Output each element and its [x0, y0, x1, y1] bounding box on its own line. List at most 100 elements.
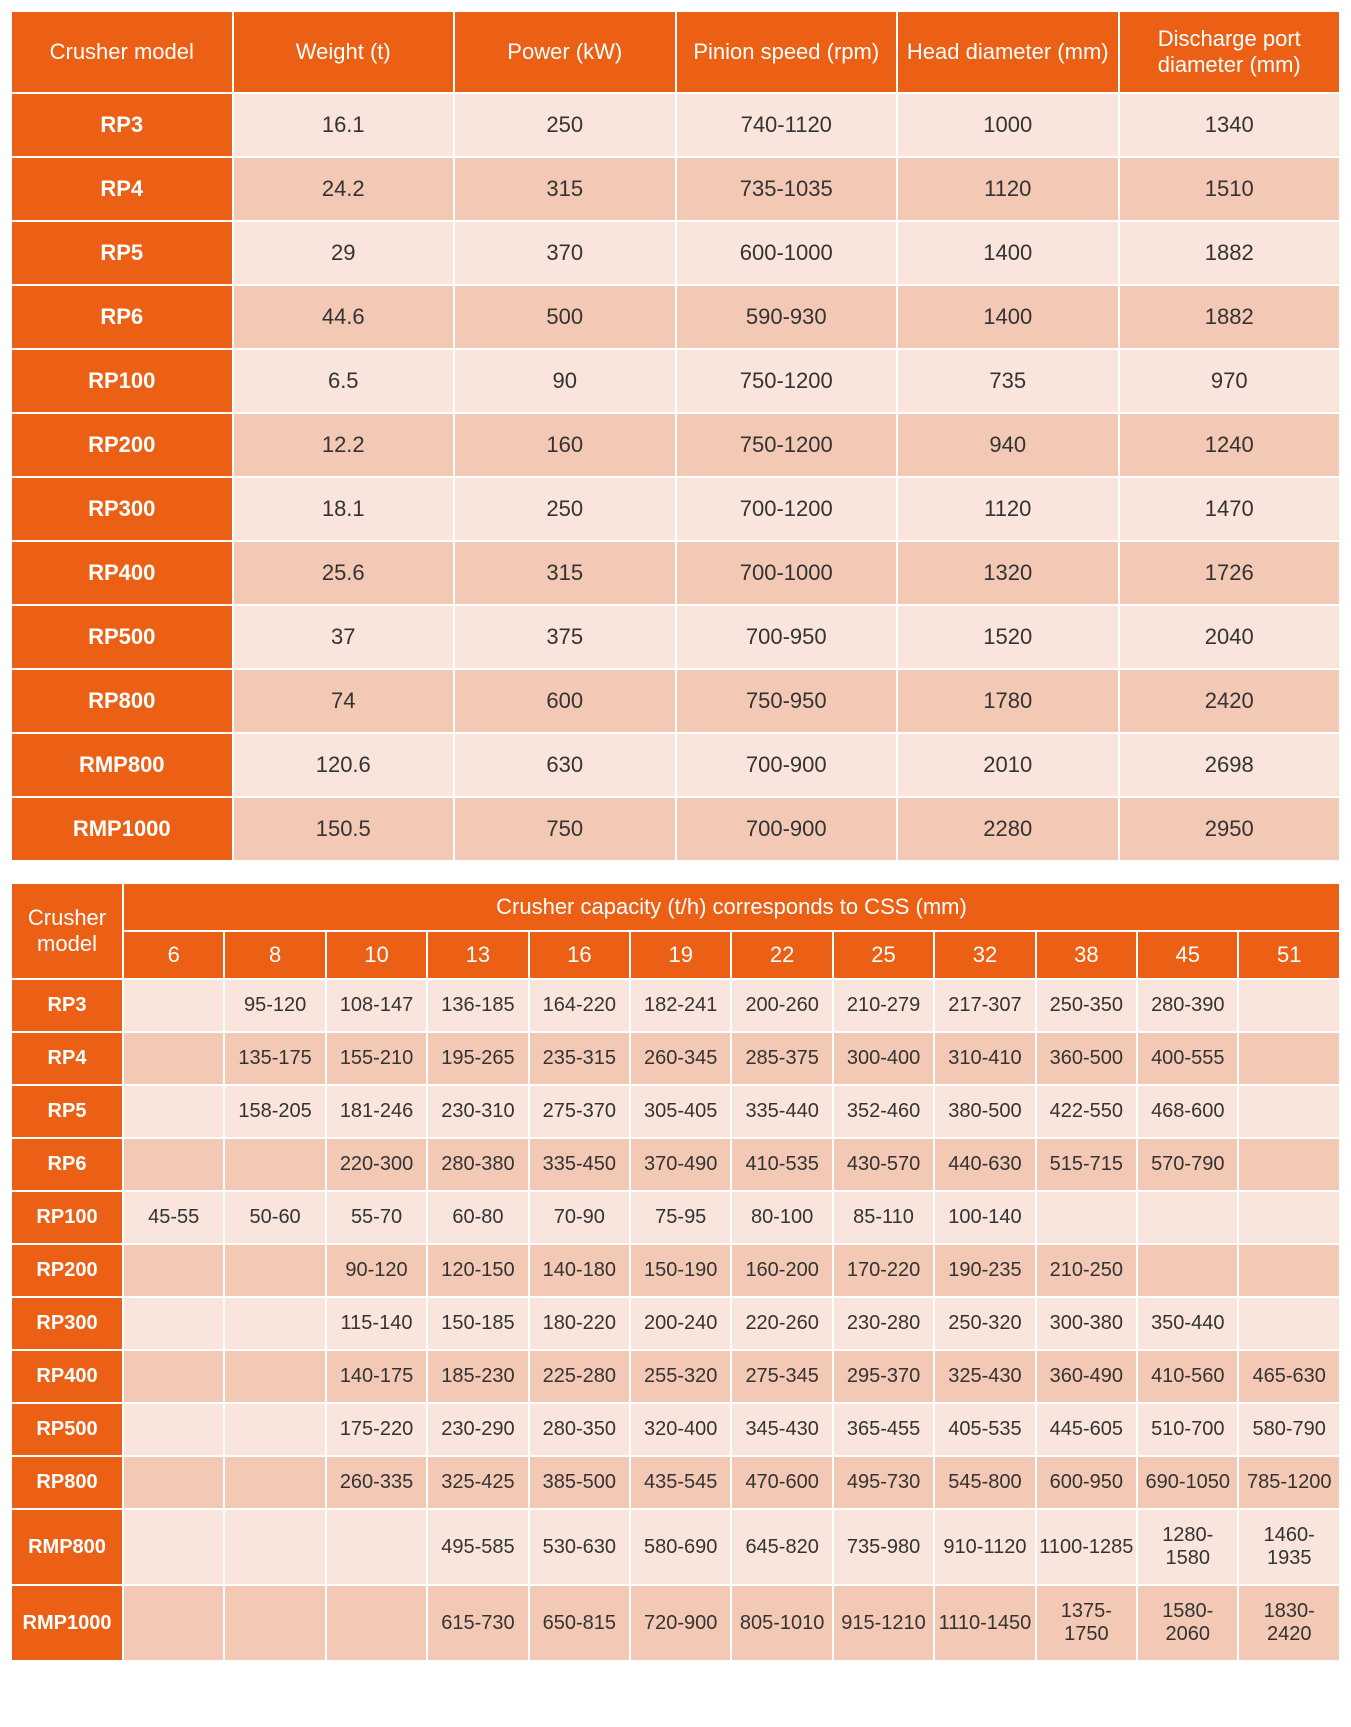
- capacity-cell: [124, 1139, 223, 1190]
- capacity-cell: 170-220: [834, 1245, 933, 1296]
- capacity-cell: 352-460: [834, 1086, 933, 1137]
- spec-cell: 250: [455, 478, 675, 540]
- spec-cell: 315: [455, 542, 675, 604]
- capacity-cell: 405-535: [935, 1404, 1034, 1455]
- spec-cell: 1120: [898, 478, 1118, 540]
- capacity-cell: 280-350: [530, 1404, 629, 1455]
- capacity-cell: [124, 1586, 223, 1660]
- capacity-cell: 280-380: [428, 1139, 527, 1190]
- capacity-cell: 135-175: [225, 1033, 324, 1084]
- capacity-cell: 320-400: [631, 1404, 730, 1455]
- capacity-cell: 140-175: [327, 1351, 426, 1402]
- capacity-cell: 300-400: [834, 1033, 933, 1084]
- model-cell: RP200: [12, 1245, 122, 1296]
- spec-cell: 1470: [1120, 478, 1340, 540]
- model-cell: RP4: [12, 158, 232, 220]
- capacity-cell: 190-235: [935, 1245, 1034, 1296]
- capacity-cell: 250-320: [935, 1298, 1034, 1349]
- spec-cell: 735-1035: [677, 158, 897, 220]
- capacity-cell: 155-210: [327, 1033, 426, 1084]
- css-col-header: 51: [1239, 932, 1339, 978]
- spec-cell: 24.2: [234, 158, 454, 220]
- specs-col-header: Discharge port diameter (mm): [1120, 12, 1340, 92]
- capacity-cell: 255-320: [631, 1351, 730, 1402]
- capacity-cell: [225, 1586, 324, 1660]
- capacity-cell: 195-265: [428, 1033, 527, 1084]
- capacity-cell: 580-690: [631, 1510, 730, 1584]
- capacity-cell: 1100-1285: [1037, 1510, 1136, 1584]
- spec-cell: 940: [898, 414, 1118, 476]
- capacity-cell: 180-220: [530, 1298, 629, 1349]
- table-row: RP644.6500590-93014001882: [12, 286, 1339, 348]
- capacity-cell: 545-800: [935, 1457, 1034, 1508]
- table-row: RP316.1250740-112010001340: [12, 94, 1339, 156]
- table-row: RP40025.6315700-100013201726: [12, 542, 1339, 604]
- capacity-cell: 495-730: [834, 1457, 933, 1508]
- capacity-cell: 365-455: [834, 1404, 933, 1455]
- spec-cell: 44.6: [234, 286, 454, 348]
- spec-cell: 150.5: [234, 798, 454, 860]
- capacity-cell: 650-815: [530, 1586, 629, 1660]
- capacity-cell: [124, 1033, 223, 1084]
- model-cell: RMP1000: [12, 1586, 122, 1660]
- css-col-header: 38: [1037, 932, 1136, 978]
- capacity-cell: 235-315: [530, 1033, 629, 1084]
- capacity-cell: 115-140: [327, 1298, 426, 1349]
- capacity-cell: [124, 1351, 223, 1402]
- spec-cell: 1510: [1120, 158, 1340, 220]
- specs-col-header: Power (kW): [455, 12, 675, 92]
- capacity-cell: [327, 1586, 426, 1660]
- capacity-model-header: Crusher model: [12, 884, 122, 978]
- specs-col-header: Pinion speed (rpm): [677, 12, 897, 92]
- spec-cell: 590-930: [677, 286, 897, 348]
- capacity-cell: 350-440: [1138, 1298, 1237, 1349]
- table-row: RP30018.1250700-120011201470: [12, 478, 1339, 540]
- spec-cell: 25.6: [234, 542, 454, 604]
- capacity-cell: 735-980: [834, 1510, 933, 1584]
- spec-cell: 2950: [1120, 798, 1340, 860]
- capacity-cell: 75-95: [631, 1192, 730, 1243]
- capacity-cell: 150-190: [631, 1245, 730, 1296]
- capacity-cell: 85-110: [834, 1192, 933, 1243]
- capacity-cell: [225, 1351, 324, 1402]
- model-cell: RP3: [12, 94, 232, 156]
- model-cell: RP100: [12, 1192, 122, 1243]
- capacity-cell: 120-150: [428, 1245, 527, 1296]
- specs-col-header: Weight (t): [234, 12, 454, 92]
- spec-cell: 750: [455, 798, 675, 860]
- capacity-cell: 280-390: [1138, 980, 1237, 1031]
- css-col-header: 8: [225, 932, 324, 978]
- capacity-cell: 185-230: [428, 1351, 527, 1402]
- capacity-cell: [225, 1510, 324, 1584]
- css-col-header: 6: [124, 932, 223, 978]
- table-row: RP500175-220230-290280-350320-400345-430…: [12, 1404, 1339, 1455]
- spec-cell: 750-1200: [677, 350, 897, 412]
- capacity-cell: 260-345: [631, 1033, 730, 1084]
- css-col-header: 13: [428, 932, 527, 978]
- capacity-cell: 200-260: [732, 980, 831, 1031]
- capacity-cell: [225, 1139, 324, 1190]
- model-cell: RP5: [12, 222, 232, 284]
- capacity-cell: 325-430: [935, 1351, 1034, 1402]
- table-row: RMP800495-585530-630580-690645-820735-98…: [12, 1510, 1339, 1584]
- spec-cell: 1520: [898, 606, 1118, 668]
- spec-cell: 12.2: [234, 414, 454, 476]
- spec-cell: 735: [898, 350, 1118, 412]
- table-row: RMP1000615-730650-815720-900805-1010915-…: [12, 1586, 1339, 1660]
- table-row: RMP1000150.5750700-90022802950: [12, 798, 1339, 860]
- spec-cell: 970: [1120, 350, 1340, 412]
- spec-cell: 1882: [1120, 222, 1340, 284]
- capacity-cell: 445-605: [1037, 1404, 1136, 1455]
- capacity-table: Crusher model Crusher capacity (t/h) cor…: [10, 882, 1341, 1662]
- capacity-cell: 465-630: [1239, 1351, 1339, 1402]
- table-row: RP20090-120120-150140-180150-190160-2001…: [12, 1245, 1339, 1296]
- capacity-cell: 345-430: [732, 1404, 831, 1455]
- capacity-cell: 495-585: [428, 1510, 527, 1584]
- spec-cell: 750-950: [677, 670, 897, 732]
- capacity-cell: 1460-1935: [1239, 1510, 1339, 1584]
- capacity-cell: [1138, 1192, 1237, 1243]
- capacity-cell: 805-1010: [732, 1586, 831, 1660]
- capacity-cell: 108-147: [327, 980, 426, 1031]
- css-col-header: 19: [631, 932, 730, 978]
- capacity-cell: [1239, 1086, 1339, 1137]
